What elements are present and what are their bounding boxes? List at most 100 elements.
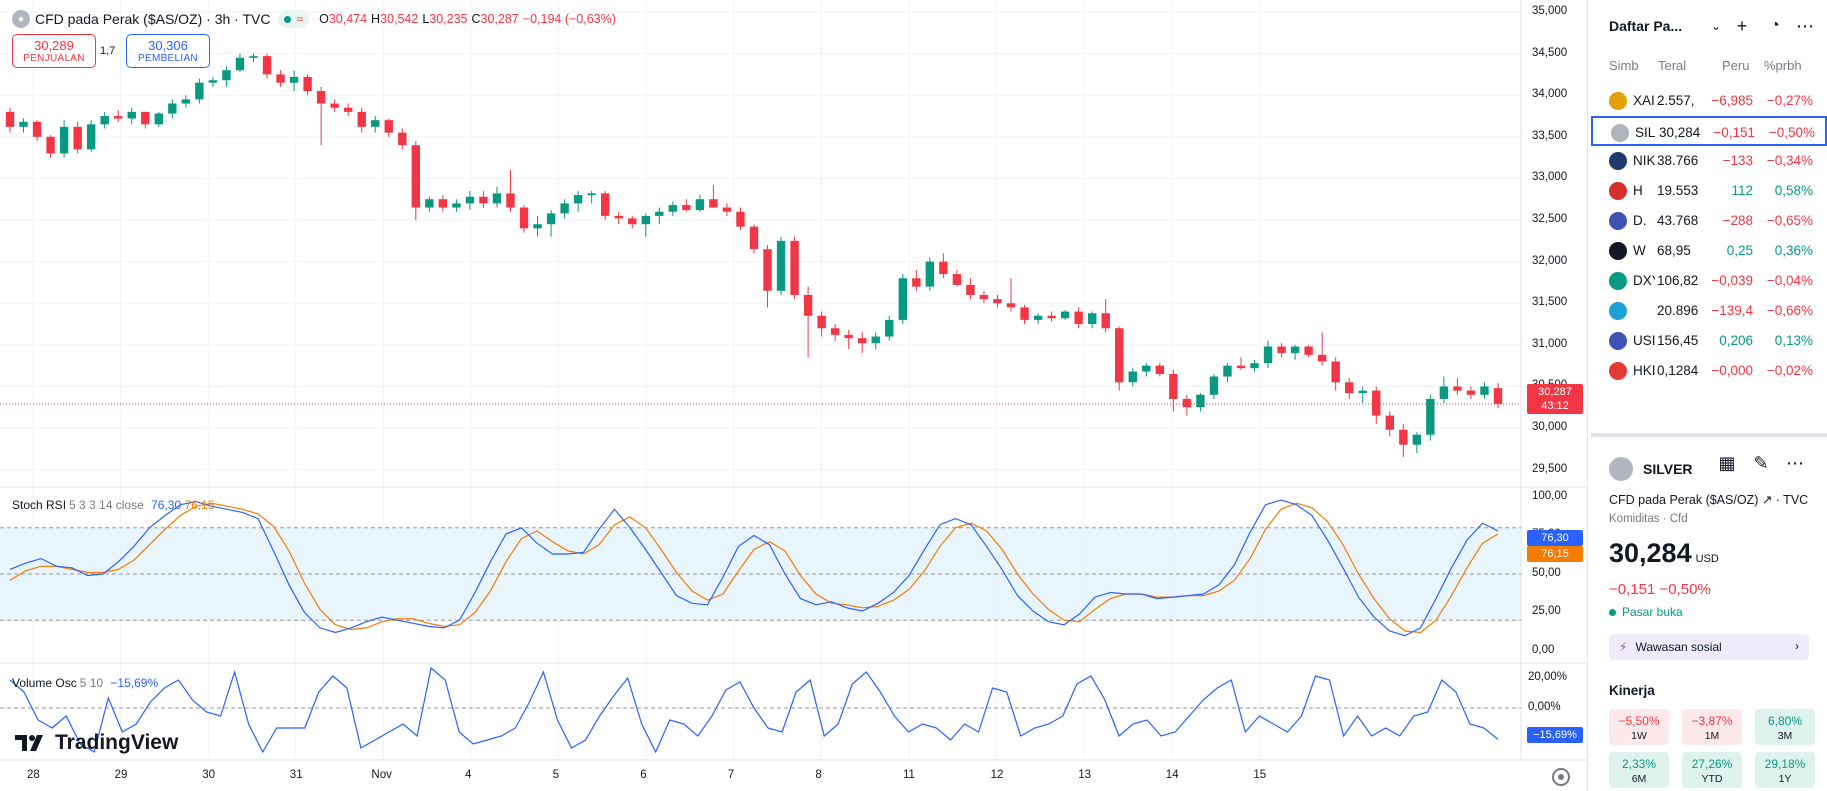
row-change: −288 [1722, 213, 1753, 228]
add-symbol-icon[interactable]: + [1736, 16, 1748, 36]
candle-body [1412, 434, 1422, 445]
tradingview-logo[interactable]: TradingView [15, 731, 178, 755]
stoch-rsi-legend[interactable]: Stoch RSI 5 3 3 14 close 76,30 76,15 [12, 498, 215, 512]
wave-icon: ≈ [296, 12, 304, 26]
candle-body [19, 121, 28, 127]
price-axis-label: 32,500 [1532, 213, 1568, 226]
row-change: 0,206 [1719, 333, 1753, 348]
detail-symbol[interactable]: SILVER [1609, 457, 1693, 481]
col-change[interactable]: Peru [1722, 58, 1750, 73]
row-last: 106,82 [1657, 273, 1699, 288]
volume-osc-legend[interactable]: Volume Osc 5 10 −15,69% [12, 676, 158, 690]
chart-pie-icon[interactable]: ◔ [1770, 17, 1780, 34]
stoch-d-value: 76,15 [184, 498, 215, 512]
performance-value: −3,87% [1691, 714, 1733, 728]
chevron-down-icon[interactable]: ⌄ [1710, 19, 1722, 33]
candle-body [966, 284, 975, 295]
more-options-icon[interactable]: ⋯ [1786, 453, 1804, 473]
candle-body [1074, 311, 1083, 325]
candle-body [546, 213, 556, 225]
detail-description[interactable]: CFD pada Perak ($AS/OZ) ↗ · TVC [1609, 493, 1809, 507]
candle-body [952, 274, 962, 285]
candle-body [1358, 390, 1367, 394]
stoch-axis-label: 0,00 [1532, 644, 1555, 656]
detail-currency: USD [1695, 553, 1719, 565]
candle-body [438, 199, 448, 208]
stoch-name: Stoch RSI [12, 498, 67, 512]
edit-icon[interactable]: ✎ [1753, 453, 1769, 473]
watchlist-row[interactable]: NIK 38.766 −133 −0,34% [1591, 146, 1827, 176]
watchlist-row[interactable]: HKI 0,1284 −0,000 −0,02% [1591, 356, 1827, 386]
candle-body [763, 249, 772, 291]
row-change-pct: −0,66% [1766, 303, 1813, 318]
performance-value: 29,18% [1764, 757, 1806, 771]
gear-icon[interactable] [1552, 768, 1570, 786]
more-options-icon[interactable]: ⋯ [1796, 16, 1814, 36]
candle-body [830, 328, 840, 335]
watchlist-row[interactable]: D. 43.768 −288 −0,65% [1591, 206, 1827, 236]
buy-button[interactable]: 30,306 PEMBELIAN [126, 34, 210, 68]
row-last: 2.557, [1657, 93, 1695, 108]
symbol-title[interactable]: CFD pada Perak ($AS/OZ) · 3h · TVC [35, 11, 271, 27]
row-change-pct: −0,27% [1766, 93, 1813, 108]
grid-icon[interactable]: ▦ [1718, 453, 1736, 473]
watchlist-row[interactable]: USI 156,45 0,206 0,13% [1591, 326, 1827, 356]
chart-area[interactable]: ● CFD pada Perak ($AS/OZ) · 3h · TVC ≈ O… [0, 0, 1588, 791]
row-change: −0,151 [1713, 125, 1755, 140]
watchlist-header: Daftar Pa... ⌄ + ◔ ⋯ [1591, 0, 1827, 52]
chart-canvas[interactable] [0, 0, 1588, 791]
candle-body [316, 91, 326, 104]
time-axis-label: 30 [202, 769, 215, 781]
col-change-pct[interactable]: %prbh [1764, 58, 1802, 73]
market-status: Pasar buka [1609, 605, 1683, 619]
candle-body [1345, 382, 1354, 394]
performance-cell[interactable]: 27,26% YTD [1682, 752, 1742, 788]
candle-body [1439, 386, 1449, 399]
performance-cell[interactable]: −3,87% 1M [1682, 709, 1742, 745]
market-status-pill[interactable]: ≈ [278, 10, 310, 28]
row-symbol: D. [1633, 213, 1647, 228]
performance-cell[interactable]: 29,18% 1Y [1755, 752, 1815, 788]
watchlist-row[interactable]: 20.896 −139,4 −0,66% [1591, 296, 1827, 326]
watchlist-title[interactable]: Daftar Pa... [1609, 18, 1683, 34]
watchlist-row[interactable]: SIL 30,284 −0,151 −0,50% [1591, 116, 1827, 146]
ohlc-key: H [371, 12, 381, 26]
sell-button[interactable]: 30,289 PENJUALAN [12, 34, 96, 68]
candle-body [479, 196, 488, 204]
candle-body [222, 70, 231, 81]
candle-body [722, 207, 732, 212]
candle-body [1236, 365, 1246, 369]
col-last[interactable]: Teral [1658, 58, 1687, 73]
watchlist-row[interactable]: H 19.553 112 0,58% [1591, 176, 1827, 206]
performance-cell[interactable]: 2,33% 6M [1609, 752, 1669, 788]
candle-body [587, 193, 596, 196]
candle-body [1277, 346, 1286, 354]
social-insights-button[interactable]: ⚡ Wawasan sosial › [1609, 634, 1809, 660]
row-symbol: XAI [1633, 93, 1655, 108]
silver-icon: ● [12, 10, 30, 28]
ohlc-value: −0,194 (−0,63%) [522, 12, 616, 26]
watchlist-row[interactable]: XAI 2.557, −6,985 −0,27% [1591, 86, 1827, 116]
silver-icon [1609, 457, 1633, 481]
watchlist-row[interactable]: W 68,95 0,25 0,36% [1591, 236, 1827, 266]
col-symbol[interactable]: Simb [1609, 58, 1639, 73]
candle-body [939, 261, 948, 275]
candle-body [858, 338, 867, 344]
price-axis-label: 32,000 [1532, 254, 1568, 267]
price-axis-label: 31,000 [1532, 337, 1568, 350]
performance-cell[interactable]: −5,50% 1W [1609, 709, 1669, 745]
stoch-k-tag: 76,30 [1527, 530, 1583, 546]
watchlist-row[interactable]: DXY106,82 −0,039 −0,04% [1591, 266, 1827, 296]
candle-body [803, 294, 813, 316]
candle-body [1060, 311, 1070, 319]
candle-body [776, 240, 786, 291]
candle-body [1331, 361, 1340, 383]
detail-change: −0,151 −0,50% [1609, 581, 1711, 598]
performance-cell[interactable]: 6,80% 3M [1755, 709, 1815, 745]
candle-body [641, 215, 650, 225]
candle-body [168, 103, 177, 114]
candle-body [614, 215, 623, 219]
candle-body [141, 111, 150, 125]
candle-body [114, 116, 123, 119]
vol-osc-value: −15,69% [110, 676, 159, 690]
